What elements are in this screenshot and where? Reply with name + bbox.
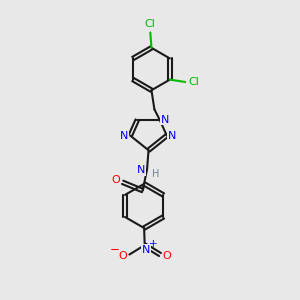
Text: N: N — [137, 165, 146, 175]
Text: O: O — [163, 251, 172, 261]
Text: N: N — [168, 130, 176, 141]
Text: O: O — [118, 251, 127, 261]
Text: −: − — [110, 243, 120, 256]
Text: Cl: Cl — [145, 19, 156, 29]
Text: +: + — [148, 239, 157, 249]
Text: N: N — [161, 115, 169, 124]
Text: N: N — [142, 244, 150, 254]
Text: N: N — [120, 130, 128, 141]
Text: O: O — [111, 175, 120, 185]
Text: Cl: Cl — [188, 77, 199, 87]
Text: H: H — [152, 169, 159, 179]
